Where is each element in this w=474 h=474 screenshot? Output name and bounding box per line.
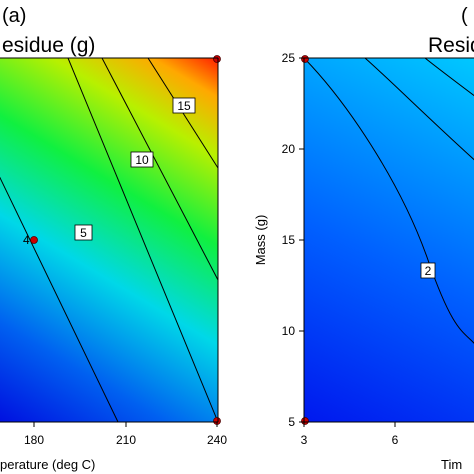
panel-a-xticks: 180 210 240 bbox=[24, 422, 227, 447]
panel-a-xtick-240: 240 bbox=[207, 433, 227, 447]
panel-b-heatmap bbox=[304, 58, 474, 422]
contour-line-5 bbox=[67, 58, 218, 422]
panel-b: ( Resid 2 5 10 15 20 25 Mas bbox=[253, 5, 474, 472]
panel-b-ytick-25: 25 bbox=[282, 51, 296, 65]
panel-b-ytick-20: 20 bbox=[282, 142, 296, 156]
corner-point-bottom-left bbox=[301, 417, 309, 425]
panel-b-yticks: 5 10 15 20 25 bbox=[282, 51, 304, 429]
panel-a-title: esidue (g) bbox=[2, 34, 95, 57]
panel-b-title: Resid bbox=[428, 34, 474, 57]
panel-b-contours bbox=[304, 58, 474, 344]
panel-b-xtick-3: 3 bbox=[301, 433, 308, 447]
design-point-label: 4 bbox=[23, 233, 30, 247]
panel-a-label: (a) bbox=[2, 5, 26, 27]
contour-line-b-2 bbox=[364, 58, 474, 161]
panel-a-xtick-180: 180 bbox=[24, 433, 44, 447]
panel-b-label: ( bbox=[461, 5, 468, 27]
panel-b-ylabel: Mass (g) bbox=[253, 215, 268, 266]
contour-line-10 bbox=[101, 58, 218, 281]
contour-line-2 bbox=[304, 58, 474, 344]
panel-b-xticks: 3 6 bbox=[301, 422, 399, 447]
contour-line-b-3 bbox=[424, 58, 474, 97]
panel-a-design-point: 4 bbox=[23, 233, 38, 247]
contour-label-10-box: 10 bbox=[130, 151, 154, 168]
contour-label-15: 15 bbox=[177, 99, 191, 113]
contour-label-10: 10 bbox=[135, 153, 149, 167]
contour-label-15-box: 15 bbox=[172, 97, 196, 114]
contour-line-a-extra bbox=[0, 176, 119, 422]
panel-a-xtick-210: 210 bbox=[116, 433, 136, 447]
panel-b-xtick-6: 6 bbox=[392, 433, 399, 447]
panel-b-xlabel: Tim bbox=[441, 457, 462, 472]
panel-a-xlabel: perature (deg C) bbox=[0, 457, 95, 472]
design-point-marker bbox=[30, 236, 38, 244]
panel-b-ytick-15: 15 bbox=[282, 233, 296, 247]
corner-point-top-right bbox=[213, 55, 221, 63]
panel-b-ytick-10: 10 bbox=[282, 324, 296, 338]
panel-b-ytick-5: 5 bbox=[288, 415, 295, 429]
contour-label-2-box: 2 bbox=[420, 262, 436, 279]
contour-label-5-box: 5 bbox=[74, 224, 93, 241]
panel-a: (a) esidue (g) 5 10 15 4 bbox=[0, 5, 227, 472]
contour-label-2: 2 bbox=[425, 264, 432, 278]
contour-label-5: 5 bbox=[80, 226, 87, 240]
corner-point-top-left bbox=[301, 55, 309, 63]
